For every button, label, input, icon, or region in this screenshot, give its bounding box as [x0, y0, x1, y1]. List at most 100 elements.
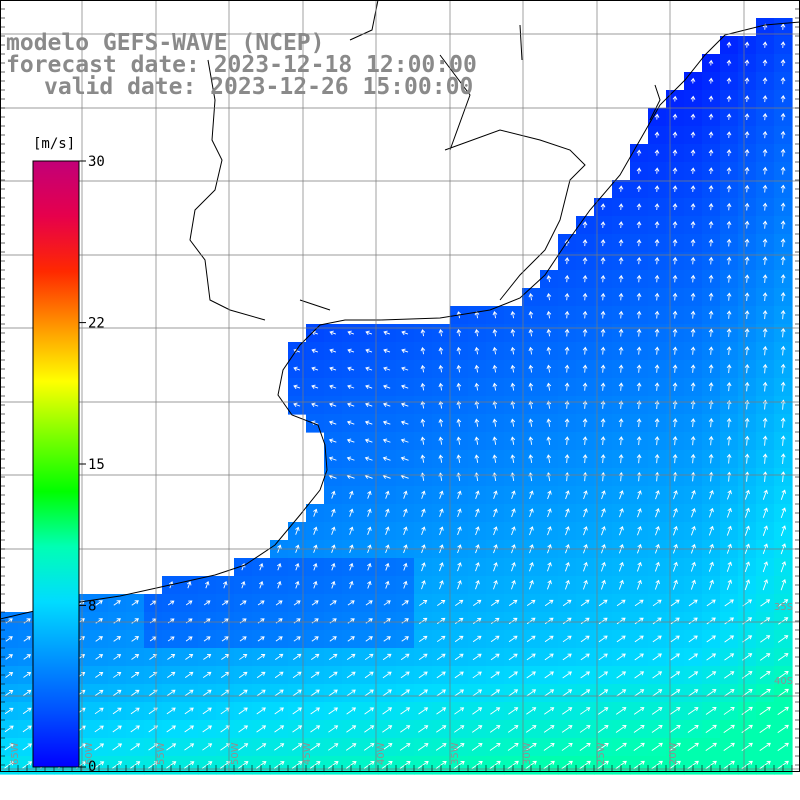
wind-arrow — [706, 599, 716, 607]
wind-arrow — [762, 435, 768, 446]
wind-arrow — [708, 382, 714, 392]
wind-arrow — [526, 599, 536, 607]
wind-arrow — [510, 346, 516, 355]
wind-arrow — [651, 707, 663, 715]
wind-arrow — [365, 636, 373, 642]
wind-arrow — [670, 635, 680, 643]
wind-arrow — [166, 671, 176, 678]
wind-arrow — [510, 310, 516, 319]
wind-arrow — [329, 636, 337, 642]
wind-arrow — [166, 689, 176, 697]
wind-arrow — [619, 490, 624, 500]
wind-arrow — [708, 167, 714, 175]
wind-arrow — [708, 274, 714, 283]
wind-arrow — [492, 382, 498, 391]
inland-border — [189, 0, 661, 321]
wind-arrow — [582, 310, 588, 319]
lon-label: 55W — [156, 742, 167, 765]
wind-arrow — [365, 366, 373, 372]
wind-arrow — [508, 689, 519, 697]
wind-arrow — [778, 617, 789, 625]
wind-arrow — [636, 292, 642, 301]
wind-arrow — [421, 580, 426, 590]
wind-arrow — [420, 418, 426, 427]
wind-arrow — [493, 526, 498, 536]
wind-arrow — [672, 436, 678, 446]
wind-arrow — [690, 382, 696, 391]
wind-arrow — [439, 580, 444, 590]
wind-arrow — [726, 382, 732, 392]
wind-arrow — [762, 363, 768, 374]
wind-arrow — [690, 328, 696, 337]
wind-arrow — [365, 618, 373, 624]
wind-arrow — [166, 707, 176, 715]
wind-arrow — [489, 725, 501, 733]
wind-arrow — [347, 618, 355, 624]
wind-arrow — [525, 743, 537, 751]
wind-arrow — [709, 489, 714, 500]
wind-arrow — [547, 561, 552, 572]
wind-arrow — [346, 653, 356, 661]
wind-arrow — [673, 525, 678, 536]
wind-arrow — [400, 402, 409, 407]
wind-arrow — [457, 508, 462, 518]
wind-arrow — [256, 689, 266, 697]
wind-arrow — [600, 310, 606, 319]
wind-arrow — [381, 743, 393, 751]
wind-arrow — [726, 507, 732, 518]
wind-arrow — [4, 707, 14, 715]
colorbar-tick-label: 0 — [88, 759, 96, 775]
wind-arrow — [636, 328, 642, 337]
colorbar-tick-label: 22 — [88, 316, 105, 332]
wind-arrow — [652, 635, 662, 643]
wind-arrow — [744, 453, 750, 464]
wind-arrow — [544, 617, 554, 625]
wind-arrow — [777, 653, 789, 661]
wind-arrow — [347, 402, 355, 408]
wind-arrow — [95, 654, 104, 660]
wind-arrow — [345, 743, 357, 751]
wind-arrow — [184, 671, 194, 679]
wind-arrow — [328, 671, 338, 679]
wind-arrow — [583, 561, 588, 572]
wind-arrow — [544, 599, 554, 607]
wind-arrow — [672, 292, 678, 301]
wind-arrow — [582, 418, 588, 427]
wind-arrow — [400, 689, 410, 697]
wind-arrow — [277, 580, 282, 589]
wind-arrow — [615, 742, 627, 751]
wind-arrow — [403, 580, 408, 589]
wind-arrow — [311, 618, 319, 624]
wind-arrow — [744, 507, 750, 518]
wind-arrow — [292, 743, 303, 751]
wind-arrow — [654, 274, 660, 283]
wind-arrow — [490, 671, 500, 679]
wind-arrow — [654, 436, 660, 446]
wind-arrow — [690, 131, 696, 138]
wind-arrow — [528, 454, 534, 463]
wind-arrow — [726, 167, 732, 175]
lon-label: 20W — [668, 742, 679, 765]
wind-arrow — [113, 654, 122, 660]
wind-arrow — [329, 618, 337, 624]
wind-arrow — [618, 274, 624, 283]
wind-arrow — [762, 220, 768, 229]
wind-arrow — [436, 725, 447, 733]
wind-arrow — [706, 671, 717, 679]
wind-arrow — [655, 525, 660, 536]
wind-arrow — [383, 636, 391, 642]
colorbar-tick-label: 15 — [88, 457, 105, 473]
wind-arrow — [762, 579, 769, 591]
wind-arrow — [726, 59, 732, 66]
wind-arrow — [544, 707, 555, 715]
wind-arrow — [708, 238, 714, 247]
wind-arrow — [438, 364, 444, 373]
wind-arrow — [454, 635, 464, 643]
wind-arrow — [274, 743, 285, 751]
wind-arrow — [726, 220, 732, 229]
wind-arrow — [759, 671, 771, 679]
wind-arrow — [95, 636, 103, 642]
wind-arrow — [672, 239, 678, 247]
wind-arrow — [672, 453, 678, 464]
wind-arrow — [113, 618, 121, 624]
